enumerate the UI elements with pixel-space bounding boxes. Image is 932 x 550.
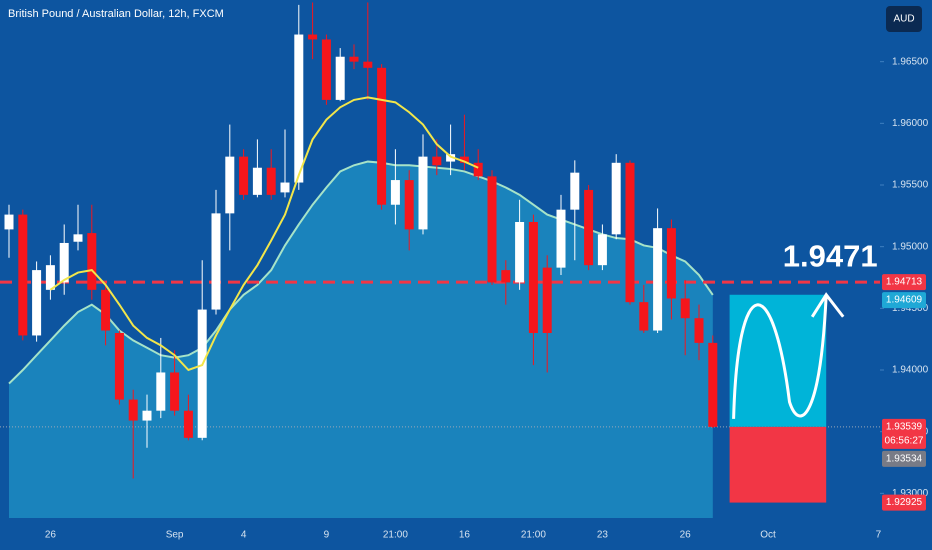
candle-body (501, 270, 511, 283)
candle-body (18, 214, 28, 336)
candle-body (87, 233, 97, 290)
candle-body (211, 213, 221, 310)
chart-title: British Pound / Australian Dollar, 12h, … (8, 8, 224, 20)
price-label: 1.94713 (886, 277, 923, 288)
y-tick-label: 1.93000 (892, 488, 929, 499)
candle-body (515, 222, 525, 283)
candle-body (197, 309, 207, 438)
price-label-box (882, 274, 926, 291)
stop-zone (729, 426, 827, 503)
ma-fast-line (49, 96, 479, 372)
candle-body (418, 156, 428, 230)
price-label: 1.94609 (886, 295, 923, 306)
y-tick-label: 1.94000 (892, 365, 929, 376)
candle-body (487, 176, 497, 283)
x-tick-label: 26 (45, 530, 57, 541)
y-tick-label: 1.95000 (892, 241, 929, 252)
candle-body (308, 34, 318, 40)
candle-body (473, 162, 483, 177)
candle-body (183, 410, 193, 438)
candle-body (266, 167, 276, 195)
target-zone (729, 294, 827, 427)
candle-body (349, 56, 359, 62)
candle-body (142, 410, 152, 421)
y-tick-label: 1.96500 (892, 56, 929, 67)
candle-body (280, 182, 290, 193)
wave-arrow (732, 294, 828, 419)
candle-body (73, 234, 83, 242)
price-label-box (882, 494, 926, 511)
candle-body (584, 189, 594, 266)
candle-body (666, 228, 676, 299)
candle-body (4, 214, 14, 230)
price-label: 1.93534 (886, 453, 923, 464)
candle-body (653, 228, 663, 331)
candle-body (45, 265, 55, 290)
candle-body (114, 333, 124, 400)
candle-body (432, 156, 442, 166)
price-label: 1.93539 (886, 421, 923, 432)
projection-label: 1.9471 (783, 239, 878, 274)
price-label-box (882, 418, 926, 449)
candle-body (156, 372, 166, 411)
x-tick-label: 7 (876, 530, 882, 541)
candle-body (239, 156, 249, 195)
x-tick-label: 4 (241, 530, 247, 541)
price-label-box (882, 450, 926, 467)
candle-body (556, 209, 566, 268)
candle-body (597, 234, 607, 266)
candle-body (459, 156, 469, 163)
candle-body (625, 162, 635, 303)
x-tick-label: Oct (760, 530, 776, 541)
x-tick-label: Sep (166, 530, 184, 541)
candle-body (252, 167, 262, 195)
candle-body (680, 298, 690, 319)
candle-body (446, 154, 456, 162)
candle-body (694, 318, 704, 343)
candle-body (363, 61, 373, 68)
currency-button[interactable] (886, 6, 922, 32)
candle-body (294, 34, 304, 183)
candle-body (377, 67, 387, 205)
candle-body (170, 372, 180, 411)
candle-body (570, 172, 580, 210)
candle-body (59, 242, 69, 283)
candle-body (528, 222, 538, 333)
y-tick-label: 1.95500 (892, 180, 929, 191)
candle-body (335, 56, 345, 100)
currency-label[interactable]: AUD (893, 14, 914, 25)
candle-body (639, 302, 649, 331)
y-tick-label: 1.96000 (892, 118, 929, 129)
x-tick-label: 26 (680, 530, 692, 541)
candle-body (321, 39, 331, 100)
candle-body (101, 289, 111, 331)
x-tick-label: 21:00 (383, 530, 408, 541)
candle-body (611, 162, 621, 235)
countdown: 06:56:27 (885, 435, 924, 446)
candle-body (128, 399, 138, 421)
ma-slow-line (8, 160, 714, 385)
x-tick-label: 23 (597, 530, 609, 541)
x-tick-label: 21:00 (521, 530, 546, 541)
candle-body (708, 342, 718, 427)
y-tick-label: 1.94500 (892, 303, 929, 314)
candle-body (390, 180, 400, 205)
arrow-head (810, 292, 845, 318)
price-label-box (882, 292, 926, 309)
candle-body (225, 156, 235, 214)
candle-body (542, 267, 552, 333)
price-label: 1.92925 (886, 497, 923, 508)
x-tick-label: 9 (324, 530, 330, 541)
candle-body (32, 270, 42, 336)
x-tick-label: 16 (459, 530, 471, 541)
candle-body (404, 180, 414, 230)
